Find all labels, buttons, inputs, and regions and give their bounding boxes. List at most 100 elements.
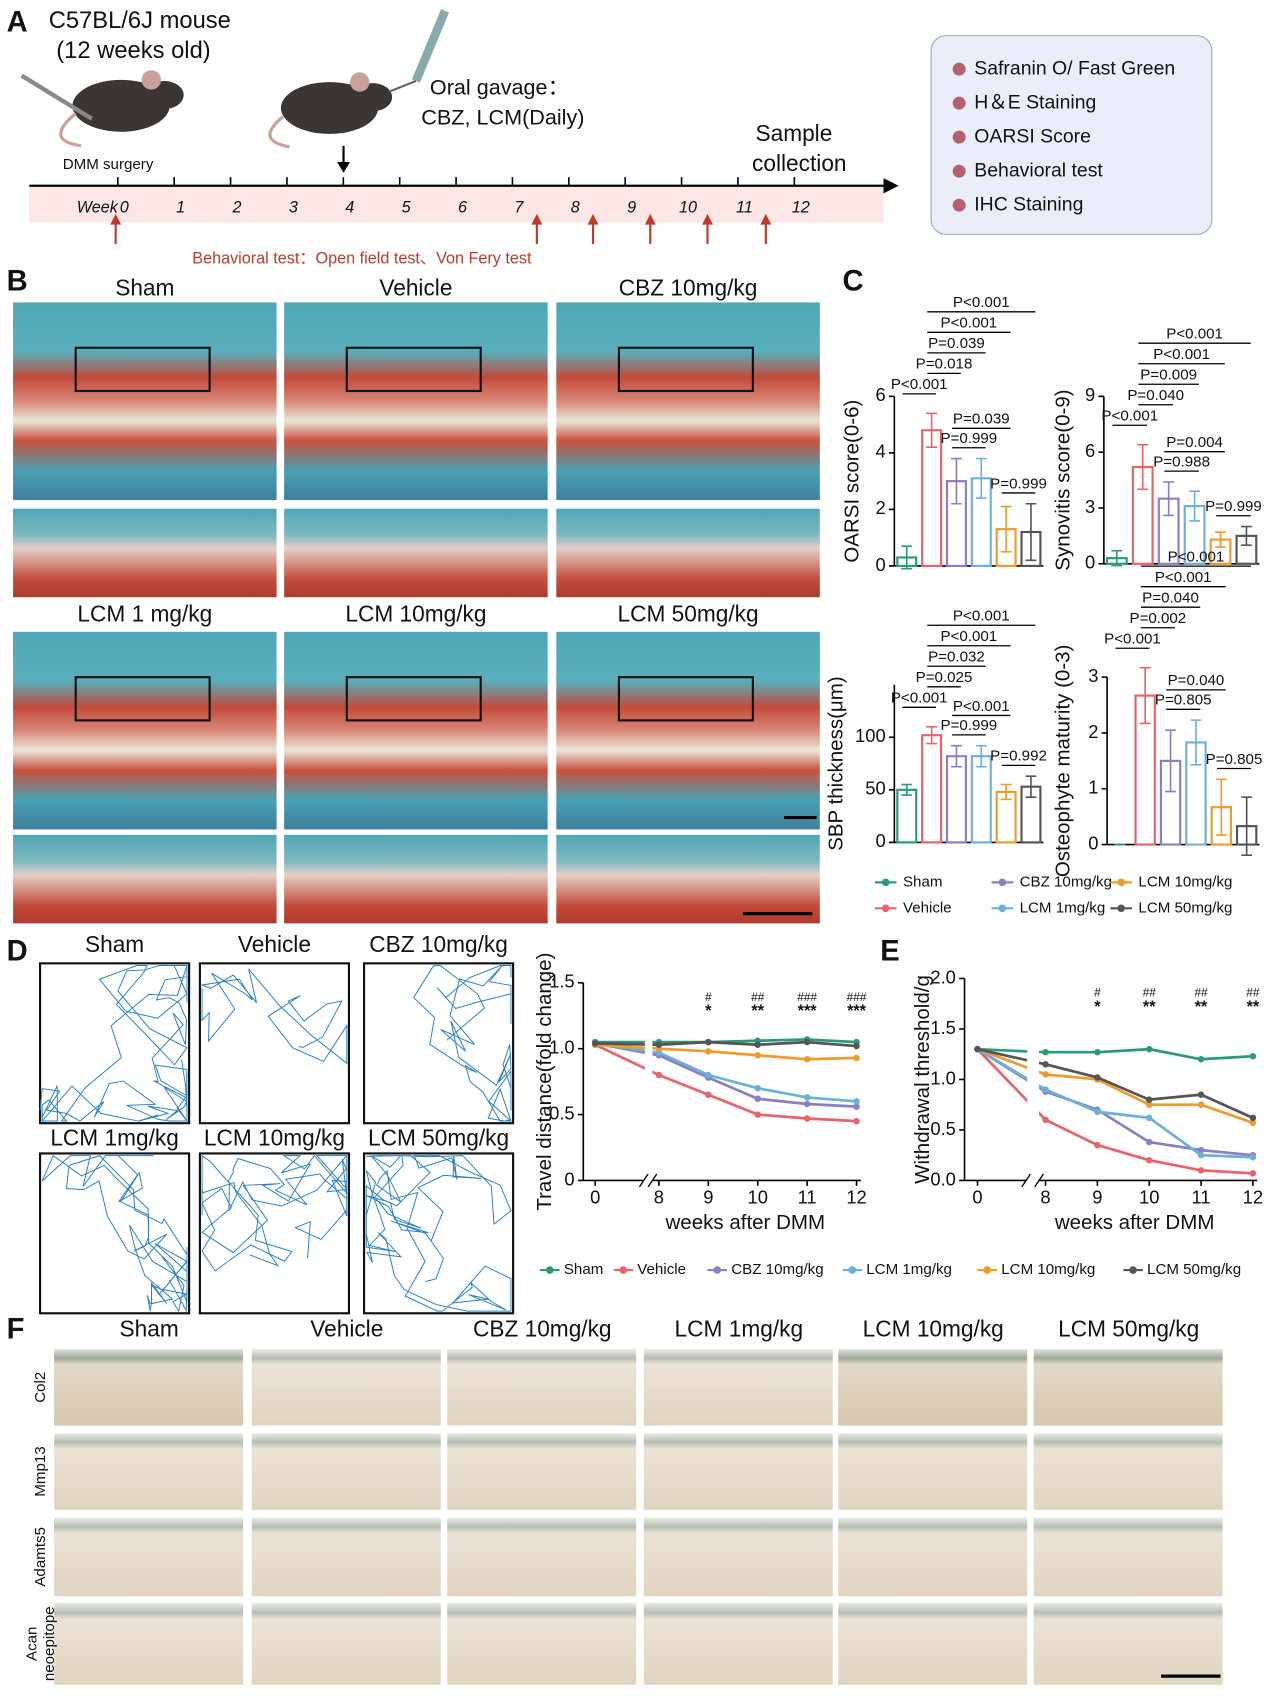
point (754, 1041, 761, 1048)
y-tick-label: 3 (1085, 496, 1095, 517)
ihc-image (54, 1602, 244, 1685)
row-label: Adamts5 (32, 1527, 49, 1587)
x-tick-label: 11 (798, 1187, 817, 1208)
point (705, 1038, 712, 1046)
y-tick-label: 3 (1088, 665, 1098, 686)
legend-marker (848, 1266, 856, 1274)
legend-marker (881, 878, 890, 887)
roi-box (617, 676, 754, 722)
bar (921, 429, 943, 567)
p-value: P=0.018 (916, 356, 973, 373)
histology-image (556, 302, 820, 501)
point (1197, 1146, 1205, 1154)
group-title: LCM 50mg/kg (617, 601, 758, 627)
break-mark (638, 1173, 658, 1188)
significance-stars: ** (1195, 998, 1208, 1016)
axis-break (1027, 973, 1040, 1180)
x-axis-label: weeks after DMM (664, 1211, 825, 1234)
outcome-text: OARSI Score (974, 125, 1091, 147)
group-title: Vehicle (379, 274, 452, 300)
x-tick-label: 12 (846, 1187, 866, 1208)
ihc-image (54, 1433, 244, 1510)
point (754, 1095, 761, 1102)
error-bar (1241, 796, 1253, 856)
legend-marker (1117, 904, 1125, 913)
p-value: P<0.001 (953, 608, 1010, 625)
panel-label: A (7, 6, 28, 38)
week-tick-label: 9 (627, 199, 636, 217)
ihc-image (251, 1348, 441, 1426)
point (1197, 1056, 1205, 1063)
y-tick-label: 1.5 (930, 1017, 956, 1038)
outcome-text: IHC Staining (974, 193, 1083, 215)
legend-text: CBZ 10mg/kg (731, 1261, 823, 1278)
timeline-arrow (883, 178, 899, 194)
roi-box (617, 346, 754, 393)
point (803, 1038, 811, 1046)
point (803, 1094, 811, 1101)
error-bar (951, 457, 962, 505)
group-title: LCM 10mg/kg (204, 1124, 345, 1150)
point (1249, 1052, 1257, 1060)
point (705, 1091, 712, 1099)
x-tick-label: 9 (703, 1187, 713, 1208)
point (1249, 1114, 1257, 1122)
week-tick-label: 8 (571, 199, 580, 217)
legend-text: Sham (564, 1261, 603, 1278)
point (1145, 1157, 1153, 1164)
point (1249, 1153, 1257, 1161)
track (201, 1154, 348, 1272)
week-tick-label: 1 (176, 199, 185, 217)
bullet (952, 164, 966, 178)
roi-box (74, 676, 211, 722)
week-tick-label: 11 (736, 199, 753, 217)
y-tick-label: 0 (564, 1168, 574, 1189)
point (1042, 1061, 1049, 1068)
y-axis-label: Osteophyte maturity (0-3) (1051, 645, 1074, 878)
track (200, 968, 348, 1065)
p-value: P<0.001 (1166, 326, 1223, 343)
significance-stars: ** (751, 1002, 764, 1020)
point (803, 1100, 811, 1108)
group-title: CBZ 10mg/kg (619, 274, 758, 300)
group-title: LCM 1 mg/kg (77, 601, 212, 627)
p-value: P=0.004 (1166, 434, 1223, 451)
group-title: Sham (120, 1316, 179, 1342)
significance-hash: ## (751, 990, 765, 1004)
bar (921, 734, 943, 844)
p-value: P<0.001 (1168, 549, 1225, 566)
error-bar (1165, 729, 1176, 793)
ihc-image (447, 1602, 637, 1685)
error-bar (951, 744, 962, 768)
group-title: CBZ 10mg/kg (369, 931, 508, 957)
outcome-text: H＆E Staining (974, 91, 1096, 113)
point (705, 1071, 712, 1079)
axis-break (644, 977, 653, 1180)
x-tick-label: 8 (654, 1187, 664, 1208)
legend-text: LCM 10mg/kg (1138, 873, 1232, 890)
y-tick-label: 1 (1088, 777, 1098, 798)
group-title: Vehicle (238, 931, 311, 957)
point (1094, 1108, 1101, 1116)
week-tick-label: 3 (289, 199, 298, 217)
point (1145, 1045, 1153, 1053)
x-tick-label: 11 (1192, 1187, 1211, 1208)
error-bar (1025, 775, 1037, 799)
legend-text: LCM 10mg/kg (1001, 1261, 1095, 1278)
timeline-band (29, 185, 884, 223)
error-bar (1000, 505, 1012, 553)
group-title: Sham (85, 931, 144, 957)
group-title: LCM 50mg/kg (1058, 1316, 1199, 1342)
panel-a: A C57BL/6J mouse (12 weeks old) DMM surg… (7, 6, 1213, 267)
point (853, 1054, 860, 1062)
error-bar (926, 412, 938, 449)
legend-text: Vehicle (903, 899, 952, 916)
ihc-image (838, 1517, 1028, 1597)
roi-box (345, 676, 482, 722)
point (803, 1115, 811, 1122)
row-label: Col2 (32, 1372, 49, 1403)
y-tick-label: 1.5 (549, 971, 575, 992)
y-tick-label: 0.5 (930, 1118, 956, 1139)
error-bar (1163, 481, 1175, 517)
point (853, 1117, 860, 1125)
